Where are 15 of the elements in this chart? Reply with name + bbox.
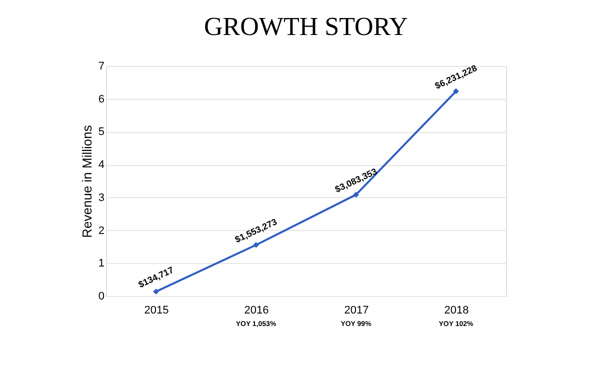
y-tick-label: 7: [98, 60, 104, 72]
point: [153, 288, 159, 295]
y-tick-label: 2: [98, 224, 104, 237]
x-tick-label: 2018: [444, 304, 469, 316]
x-tick-label: 2017: [344, 304, 369, 316]
x-tick-label: 2016: [244, 304, 269, 316]
y-tick-label: 6: [98, 93, 104, 106]
y-axis-title: Revenue in Millions: [79, 124, 94, 238]
y-tick-label: 1: [98, 258, 104, 270]
y-tick-label: 0: [98, 290, 104, 302]
x-tick-label: 2015: [144, 304, 169, 316]
y-tick-label: 4: [98, 159, 104, 172]
y-tick-label: 3: [98, 192, 104, 204]
y-tick-label: 5: [98, 126, 104, 138]
chart-title: GROWTH STORY: [204, 12, 408, 41]
